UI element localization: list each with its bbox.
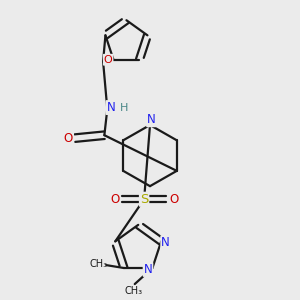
Text: N: N — [106, 101, 115, 114]
Text: N: N — [161, 236, 170, 249]
Text: S: S — [140, 193, 148, 206]
Text: N: N — [147, 113, 156, 126]
Text: O: O — [110, 193, 119, 206]
Text: O: O — [64, 132, 73, 145]
Text: CH₃: CH₃ — [90, 259, 108, 269]
Text: O: O — [169, 193, 178, 206]
Text: CH₃: CH₃ — [124, 286, 142, 296]
Text: H: H — [120, 103, 129, 112]
Text: N: N — [144, 263, 152, 276]
Text: O: O — [104, 55, 112, 65]
